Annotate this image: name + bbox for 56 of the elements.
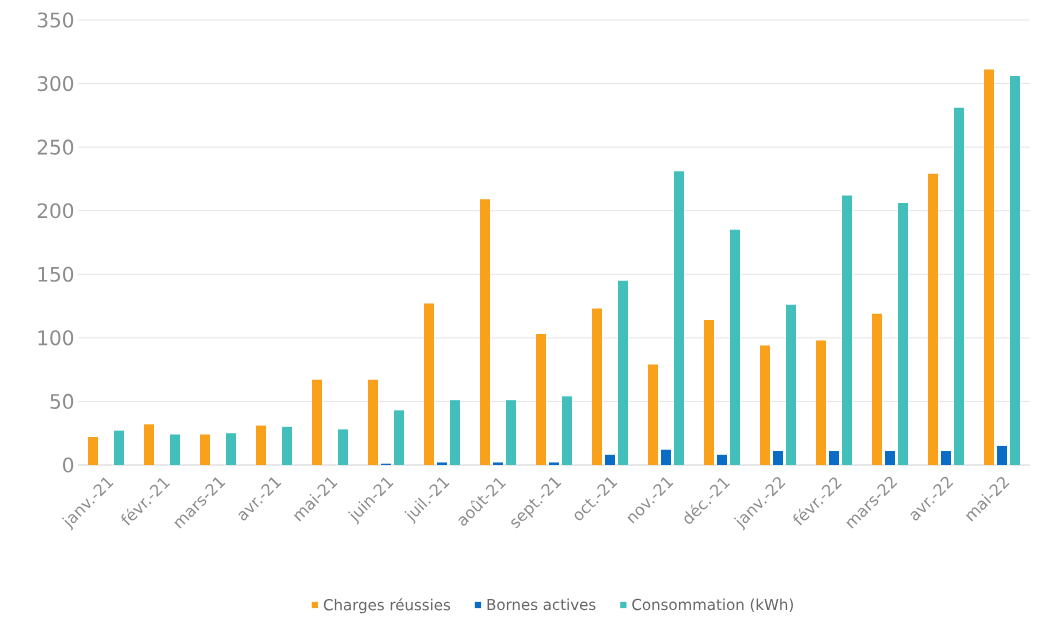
bar [493, 462, 503, 465]
bar [312, 379, 323, 465]
bar [394, 410, 405, 465]
legend-label: Bornes actives [487, 598, 596, 611]
bar [592, 308, 602, 465]
bar [885, 451, 895, 465]
bar [618, 280, 628, 465]
bar [437, 462, 448, 465]
bar [114, 430, 125, 465]
y-tick-label: 50 [50, 393, 74, 409]
bar [88, 437, 99, 465]
bar [536, 334, 546, 465]
bar [829, 451, 839, 465]
bar [368, 379, 378, 465]
bar [648, 364, 658, 465]
y-tick-label: 350 [37, 12, 74, 28]
bar [1010, 75, 1020, 465]
bar [730, 229, 740, 465]
bar [760, 345, 770, 465]
legend-label: Charges réussies [323, 598, 451, 614]
bar [424, 303, 434, 465]
bar [226, 433, 237, 465]
bar [984, 69, 994, 465]
y-tick-label: 250 [37, 139, 74, 155]
bar [144, 424, 155, 465]
legend-label: Consommation (kWh) [632, 598, 793, 612]
y-tick-label: 300 [37, 76, 74, 92]
bar [816, 340, 826, 465]
bar [941, 451, 951, 465]
y-tick-label: 0 [63, 457, 74, 473]
bar [506, 400, 516, 465]
bar [338, 429, 349, 465]
y-tick-label: 200 [37, 203, 74, 219]
bar [661, 449, 671, 465]
y-tick-label: 150 [38, 266, 74, 282]
bar [954, 107, 964, 465]
bar [450, 400, 460, 465]
bar [842, 195, 852, 465]
bar [898, 203, 908, 465]
bar [549, 462, 559, 465]
bar [704, 320, 714, 465]
bar [282, 426, 292, 465]
bar [872, 313, 882, 465]
bar [562, 396, 572, 465]
bar [256, 425, 267, 465]
bar [480, 199, 490, 465]
bar [170, 434, 181, 465]
bar [605, 454, 615, 465]
bar [997, 445, 1007, 465]
y-tick-label: 100 [38, 330, 74, 346]
bar [786, 304, 796, 465]
bar [200, 434, 211, 465]
bar [928, 173, 938, 465]
bar [717, 454, 727, 465]
bar [773, 451, 783, 465]
bar [674, 171, 684, 465]
